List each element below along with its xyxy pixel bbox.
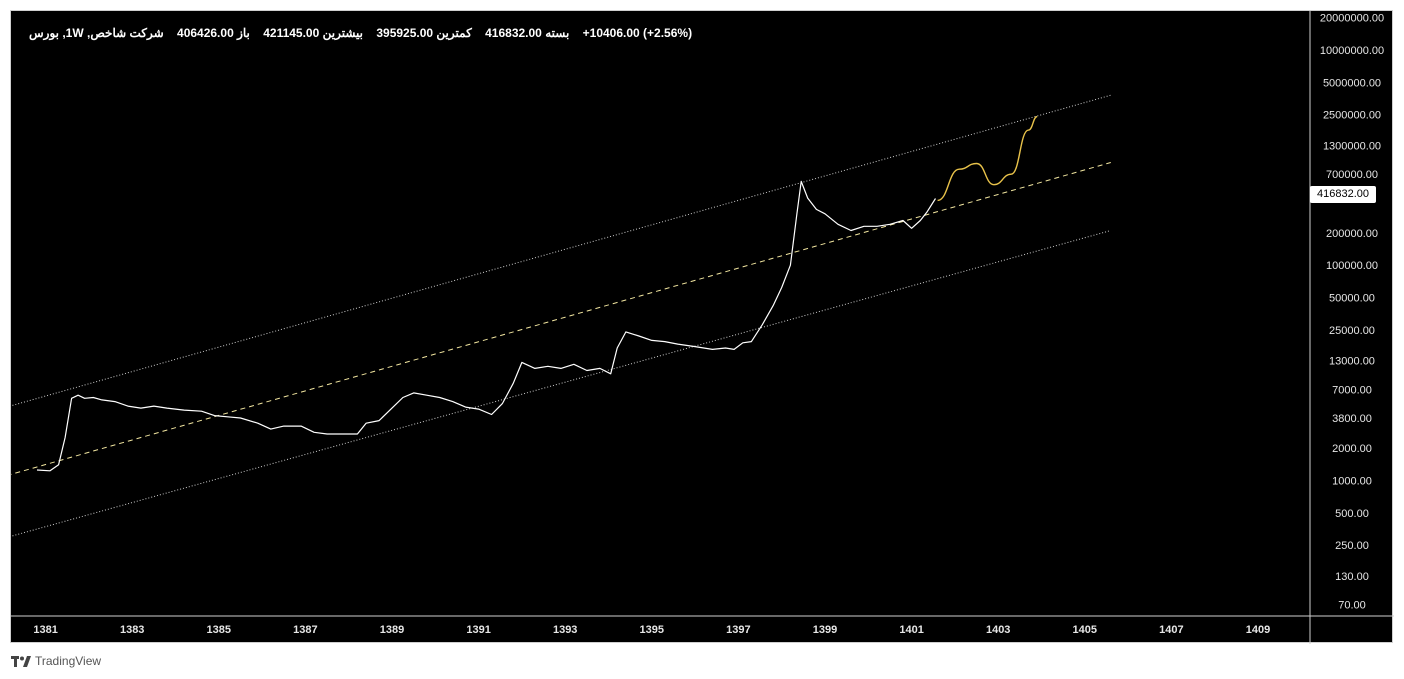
legend-change: +10406.00 (+2.56%) <box>582 26 693 40</box>
time-tick-label: 1393 <box>553 624 577 636</box>
time-tick-label: 1399 <box>813 624 837 636</box>
legend-high: بیشترین 421145.00 <box>263 26 363 40</box>
time-tick-label: 1397 <box>726 624 750 636</box>
chart-svg[interactable]: 20000000.00 10000000.00 5000000.00 2500000.… <box>11 11 1394 644</box>
time-tick-label: 1403 <box>986 624 1010 636</box>
price-tick-label: 100000.00 <box>1326 260 1378 272</box>
price-tick-label: 13000.00 <box>1329 356 1375 368</box>
legend-open: باز 406426.00 <box>177 26 250 40</box>
price-tick-label: 250.00 <box>1335 540 1369 552</box>
time-axis[interactable]: 1381 1383 1385 1387 1389 1391 1393 1395 1397 1399… <box>33 624 1270 636</box>
price-tick-label: 10000000.00 <box>1320 45 1384 57</box>
time-tick-label: 1389 <box>380 624 404 636</box>
chart-frame[interactable]: 20000000.00 10000000.00 5000000.00 2500000.… <box>10 10 1394 644</box>
legend-symbol: شرکت شاخص, 1W, بورس <box>29 26 164 40</box>
price-tick-label: 200000.00 <box>1326 228 1378 240</box>
price-tick-label: 70.00 <box>1338 600 1366 612</box>
time-tick-label: 1381 <box>33 624 57 636</box>
legend-close: بسته 416832.00 <box>485 26 570 40</box>
tradingview-logo-icon <box>11 655 31 667</box>
price-axis[interactable]: 20000000.00 10000000.00 5000000.00 2500000.… <box>1320 13 1384 612</box>
time-tick-label: 1409 <box>1246 624 1270 636</box>
time-tick-label: 1405 <box>1073 624 1097 636</box>
price-tick-label: 7000.00 <box>1332 385 1372 397</box>
price-tick-label: 1000.00 <box>1332 475 1372 487</box>
price-tick-label: 500.00 <box>1335 508 1369 520</box>
legend-low: کمترین 395925.00 <box>376 26 472 40</box>
price-tick-label: 50000.00 <box>1329 293 1375 305</box>
price-tick-label: 20000000.00 <box>1320 13 1384 25</box>
price-tick-label: 3800.00 <box>1332 413 1372 425</box>
channel-upper-line <box>11 94 1111 407</box>
price-tick-label: 130.00 <box>1335 571 1369 583</box>
time-tick-label: 1407 <box>1159 624 1183 636</box>
price-tick-label: 700000.00 <box>1326 169 1378 181</box>
time-tick-label: 1395 <box>640 624 664 636</box>
price-tick-label: 2000.00 <box>1332 443 1372 455</box>
legend: شرکت شاخص, 1W, بورس باز 406426.00 بیشتری… <box>29 26 702 40</box>
channel-layer <box>11 94 1111 537</box>
time-tick-label: 1387 <box>293 624 317 636</box>
price-tick-label: 25000.00 <box>1329 325 1375 337</box>
price-series-line <box>36 180 937 472</box>
projection-curve <box>937 115 1038 202</box>
channel-middle-line <box>11 162 1111 475</box>
tradingview-label: TradingView <box>35 654 102 668</box>
time-tick-label: 1385 <box>207 624 231 636</box>
price-tick-label: 1300000.00 <box>1323 140 1381 152</box>
price-tick-label: 5000000.00 <box>1323 77 1381 89</box>
price-tick-label: 2500000.00 <box>1323 110 1381 122</box>
time-tick-label: 1401 <box>899 624 923 636</box>
projection-layer <box>937 115 1038 202</box>
time-tick-label: 1383 <box>120 624 144 636</box>
time-tick-label: 1391 <box>466 624 490 636</box>
series-layer <box>36 180 937 472</box>
tradingview-branding[interactable]: TradingView <box>11 654 101 668</box>
channel-lower-line <box>11 230 1111 537</box>
last-price-tag: 416832.00 <box>1310 186 1376 203</box>
